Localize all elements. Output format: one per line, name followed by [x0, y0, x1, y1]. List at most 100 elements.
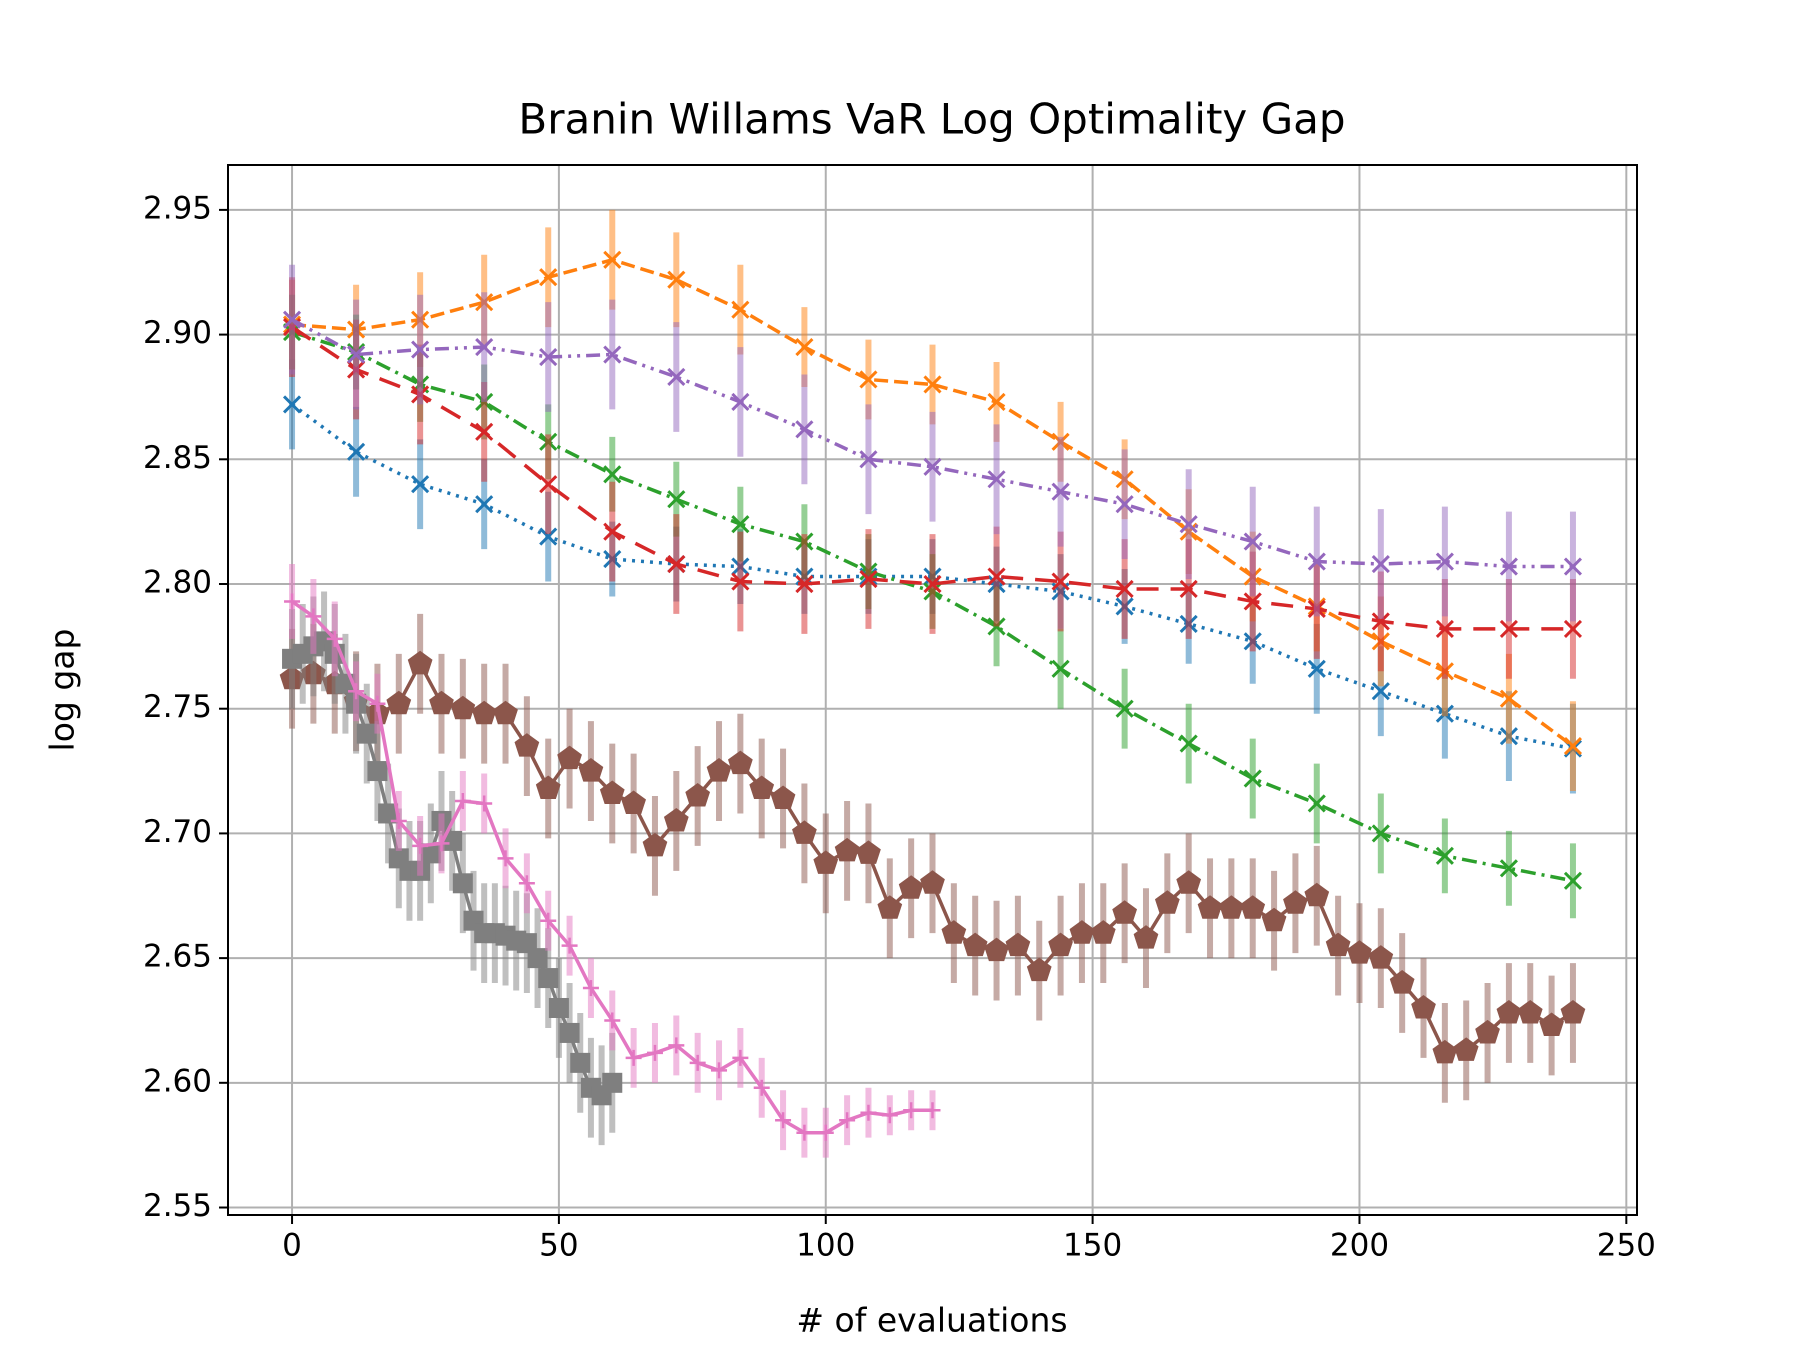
marker-shape [1090, 920, 1116, 944]
data-point [602, 1072, 623, 1093]
marker-shape [386, 690, 412, 715]
data-point [727, 750, 753, 775]
data-point [347, 345, 366, 364]
data-point [1368, 945, 1394, 969]
marker-stroke [795, 574, 814, 594]
marker-stroke [859, 450, 878, 469]
marker-shape [792, 820, 817, 844]
plot-area [279, 209, 1586, 1158]
data-point [1154, 890, 1180, 914]
marker-stroke [1499, 557, 1518, 576]
data-point [924, 1102, 941, 1119]
marker-stroke [667, 367, 686, 387]
data-point [1517, 999, 1543, 1024]
data-point [731, 515, 750, 534]
data-point [450, 695, 476, 720]
data-point [1243, 769, 1262, 788]
data-point [1371, 682, 1390, 701]
marker-shape [450, 695, 476, 720]
marker-shape [356, 723, 377, 744]
marker-stroke [539, 527, 558, 546]
data-point [407, 650, 433, 675]
data-point [1563, 557, 1583, 576]
data-point [1389, 970, 1415, 994]
marker-stroke [1115, 495, 1134, 514]
marker-shape [1133, 925, 1159, 949]
data-point [599, 780, 625, 805]
data-point [604, 1012, 621, 1029]
data-point [834, 837, 860, 862]
data-point [557, 745, 582, 770]
data-point [685, 782, 711, 807]
data-point [475, 495, 494, 514]
marker-shape [1005, 932, 1031, 957]
data-point [731, 300, 750, 319]
marker-stroke [539, 475, 558, 494]
data-point [881, 1107, 898, 1124]
data-point [1432, 1039, 1458, 1064]
data-point [518, 875, 535, 892]
marker-shape [962, 932, 988, 957]
marker-shape [1176, 870, 1202, 894]
data-point [859, 450, 878, 469]
marker-stroke [731, 515, 750, 534]
marker-shape [1261, 907, 1287, 932]
marker-stroke [475, 338, 494, 357]
data-point [603, 465, 622, 484]
marker-shape [1475, 1019, 1500, 1044]
data-point [796, 1124, 813, 1141]
data-point [514, 733, 540, 757]
data-point [1539, 1012, 1564, 1036]
marker-shape [1112, 900, 1138, 924]
marker-shape [471, 700, 497, 725]
marker-stroke [1563, 737, 1583, 756]
data-point [1243, 592, 1262, 611]
marker-shape [548, 997, 569, 1018]
marker-stroke [795, 420, 814, 439]
data-point [282, 395, 302, 414]
marker-stroke [1435, 619, 1454, 638]
data-point [1563, 619, 1583, 638]
marker-shape [1560, 999, 1586, 1024]
data-point [920, 870, 945, 894]
marker-shape [1026, 957, 1052, 982]
marker-shape [452, 873, 473, 894]
data-point [625, 1049, 642, 1066]
data-point [1304, 882, 1330, 907]
data-point [540, 912, 557, 929]
data-point [578, 758, 604, 782]
marker-stroke [667, 490, 686, 509]
series-line [291, 318, 1573, 569]
data-point [795, 574, 814, 594]
data-point [412, 837, 429, 854]
data-point [732, 1049, 749, 1066]
data-point [1179, 734, 1198, 753]
marker-stroke [1243, 532, 1262, 551]
data-point [749, 775, 775, 800]
data-point [753, 1079, 770, 1096]
marker-shape [877, 895, 903, 919]
data-point [603, 345, 622, 364]
marker-stroke [731, 572, 750, 591]
data-point [411, 340, 430, 359]
data-point [856, 840, 881, 864]
marker-stroke [411, 340, 430, 359]
marker-shape [429, 690, 454, 715]
marker-stroke [1179, 515, 1198, 534]
data-point [284, 593, 301, 610]
marker-shape [898, 875, 924, 899]
data-point [1115, 579, 1134, 599]
data-point [367, 761, 388, 782]
data-point [1261, 907, 1287, 932]
data-point [731, 572, 750, 591]
marker-stroke [1307, 659, 1326, 678]
data-point [433, 835, 450, 852]
data-point [1179, 579, 1198, 599]
data-point [1371, 824, 1390, 843]
data-point [539, 268, 558, 287]
series [282, 264, 1583, 622]
marker-shape [1453, 1037, 1479, 1061]
data-point [1112, 900, 1138, 924]
data-point [1453, 1037, 1479, 1061]
data-point [1069, 920, 1095, 944]
